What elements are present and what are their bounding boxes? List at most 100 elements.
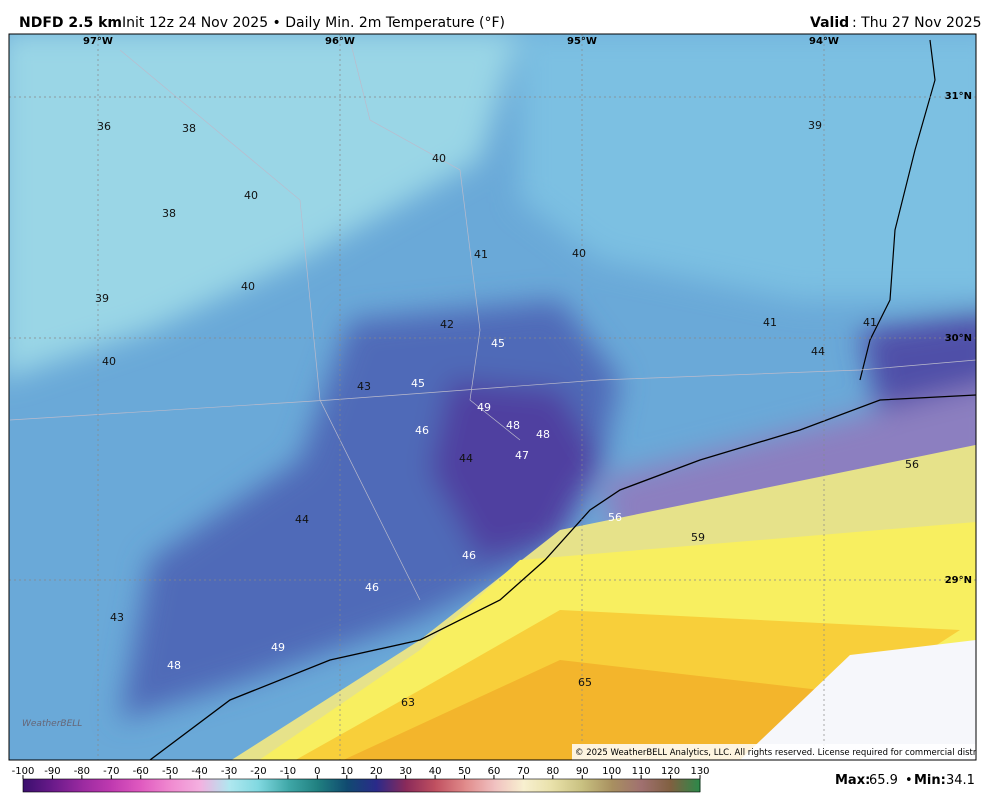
colorbar-tick-label: 80 xyxy=(546,766,559,777)
colorbar-tick-label: 120 xyxy=(661,766,680,777)
colorbar-tick-label: -80 xyxy=(74,766,90,777)
point-value: 36 xyxy=(97,120,111,133)
colorbar-segment xyxy=(435,779,466,792)
valid-label: Valid xyxy=(810,15,849,31)
colorbar-segment xyxy=(258,779,289,792)
map-area: © 2025 WeatherBELL Analytics, LLC. All r… xyxy=(9,34,984,760)
point-value: 48 xyxy=(536,428,550,441)
lon-label: 97°W xyxy=(83,36,113,47)
header-title: NDFD 2.5 km xyxy=(19,15,122,31)
point-value: 41 xyxy=(863,316,877,329)
logo: WeatherBELL xyxy=(22,719,82,729)
point-value: 44 xyxy=(811,345,825,358)
min-value: 34.1 xyxy=(946,773,975,788)
point-value: 59 xyxy=(691,531,705,544)
colorbar-segment xyxy=(582,779,613,792)
point-value: 43 xyxy=(357,380,371,393)
colorbar-segment xyxy=(81,779,112,792)
point-value: 65 xyxy=(578,676,592,689)
colorbar-segment xyxy=(140,779,171,792)
colorbar-tick-label: -50 xyxy=(162,766,178,777)
colorbar-tick-label: 10 xyxy=(340,766,353,777)
lon-label: 94°W xyxy=(809,36,839,47)
max-value: 65.9 xyxy=(869,773,898,788)
colorbar-tick-label: -70 xyxy=(103,766,119,777)
colorbar-tick-label: 20 xyxy=(370,766,383,777)
lon-label: 96°W xyxy=(325,36,355,47)
point-value: 40 xyxy=(102,355,116,368)
point-value: 45 xyxy=(411,377,425,390)
lat-label: 30°N xyxy=(945,333,972,344)
point-value: 46 xyxy=(415,424,429,437)
point-value: 48 xyxy=(506,419,520,432)
point-value: 45 xyxy=(491,337,505,350)
colorbar-segment xyxy=(199,779,230,792)
colorbar-tick-label: -30 xyxy=(221,766,237,777)
point-value: 41 xyxy=(474,248,488,261)
colorbar-tick-label: -10 xyxy=(280,766,296,777)
point-value: 40 xyxy=(572,247,586,260)
colorbar-tick-label: -90 xyxy=(44,766,60,777)
lat-label: 31°N xyxy=(945,91,972,102)
colorbar-tick-label: -60 xyxy=(133,766,149,777)
copyright: © 2025 WeatherBELL Analytics, LLC. All r… xyxy=(575,748,984,758)
point-value: 46 xyxy=(462,549,476,562)
colorbar-tick-label: 30 xyxy=(399,766,412,777)
colorbar-segment xyxy=(376,779,407,792)
colorbar-tick-label: 0 xyxy=(314,766,320,777)
point-value: 40 xyxy=(241,280,255,293)
colorbar-segment xyxy=(552,779,583,792)
colorbar-tick-label: 110 xyxy=(632,766,651,777)
min-label: Min: xyxy=(914,773,946,788)
colorbar-segment xyxy=(23,779,53,792)
colorbar-segment xyxy=(317,779,348,792)
point-value: 39 xyxy=(808,119,822,132)
point-value: 56 xyxy=(905,458,919,471)
colorbar-segment xyxy=(170,779,201,792)
point-value: 48 xyxy=(167,659,181,672)
header-subtitle: Init 12z 24 Nov 2025 • Daily Min. 2m Tem… xyxy=(122,15,505,31)
colorbar-border xyxy=(22,778,701,793)
max-label: Max: xyxy=(835,773,870,788)
point-value: 47 xyxy=(515,449,529,462)
point-value: 43 xyxy=(110,611,124,624)
colorbar-segment xyxy=(287,779,318,792)
colorbar-segment xyxy=(641,779,672,792)
point-value: 38 xyxy=(162,207,176,220)
colorbar-tick-label: 50 xyxy=(458,766,471,777)
point-value: 42 xyxy=(440,318,454,331)
colorbar-tick-label: 130 xyxy=(690,766,709,777)
point-value: 46 xyxy=(365,581,379,594)
colorbar-tick-label: 40 xyxy=(429,766,442,777)
colorbar-tick-label: 70 xyxy=(517,766,530,777)
point-value: 44 xyxy=(459,452,473,465)
point-value: 39 xyxy=(95,292,109,305)
colorbar-segment xyxy=(670,779,701,792)
point-value: 63 xyxy=(401,696,415,709)
colorbar-tick-label: -20 xyxy=(250,766,266,777)
colorbar-segment xyxy=(405,779,436,792)
lat-label: 29°N xyxy=(945,575,972,586)
valid-date: : Thu 27 Nov 2025 xyxy=(852,15,982,31)
colorbar-tick-label: 100 xyxy=(602,766,621,777)
colorbar-segment xyxy=(611,779,642,792)
point-value: 40 xyxy=(244,189,258,202)
point-value: 41 xyxy=(763,316,777,329)
colorbar-tick-label: 60 xyxy=(488,766,501,777)
colorbar-segment xyxy=(111,779,142,792)
colorbar-segment xyxy=(229,779,259,792)
colorbar-segment xyxy=(52,779,83,792)
colorbar-segment xyxy=(346,779,377,792)
point-value: 38 xyxy=(182,122,196,135)
point-value: 49 xyxy=(477,401,491,414)
colorbar-tick-label: -40 xyxy=(191,766,207,777)
lon-label: 95°W xyxy=(567,36,597,47)
point-value: 40 xyxy=(432,152,446,165)
colorbar-segment xyxy=(464,779,495,792)
colorbar-segment xyxy=(523,779,554,792)
map-border xyxy=(8,33,977,761)
point-value: 49 xyxy=(271,641,285,654)
separator: • xyxy=(905,773,913,788)
